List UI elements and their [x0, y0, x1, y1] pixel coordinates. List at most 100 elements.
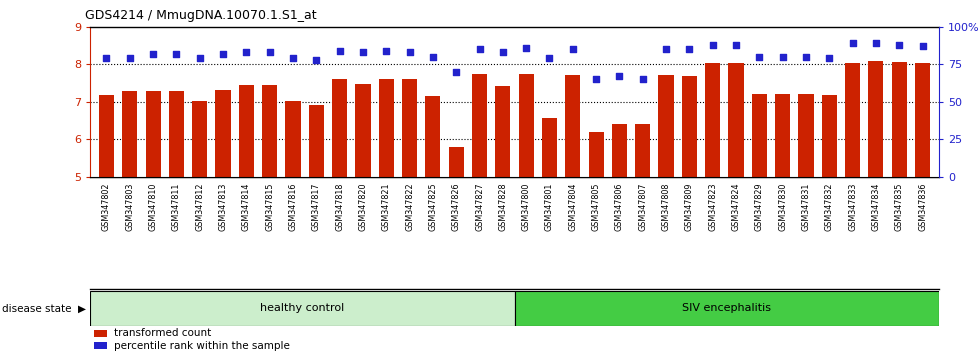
Text: GSM347828: GSM347828: [499, 183, 508, 231]
Text: GSM347809: GSM347809: [685, 183, 694, 231]
Bar: [752, 94, 767, 177]
Point: [425, 54, 441, 59]
Point: [612, 73, 627, 79]
Point: [262, 49, 277, 55]
Bar: [285, 101, 301, 177]
Text: GSM347800: GSM347800: [521, 183, 530, 231]
Text: GSM347832: GSM347832: [825, 183, 834, 231]
Text: GSM347821: GSM347821: [382, 183, 391, 231]
Bar: [332, 79, 347, 177]
Point: [285, 55, 301, 61]
Text: GSM347827: GSM347827: [475, 183, 484, 231]
Bar: [915, 63, 930, 177]
Bar: [402, 79, 417, 177]
Point: [145, 51, 161, 57]
Text: GSM347836: GSM347836: [918, 183, 927, 231]
Point: [914, 43, 930, 49]
Text: GSM347830: GSM347830: [778, 183, 787, 231]
Bar: [705, 63, 720, 177]
Point: [402, 49, 417, 55]
Bar: [99, 95, 114, 177]
Bar: [262, 85, 277, 177]
Point: [845, 40, 860, 46]
Bar: [845, 63, 860, 177]
Text: GSM347825: GSM347825: [428, 183, 437, 231]
Point: [821, 55, 837, 61]
Point: [752, 54, 767, 59]
Bar: [356, 84, 370, 177]
Bar: [612, 124, 627, 177]
Text: disease state  ▶: disease state ▶: [2, 303, 86, 313]
Point: [588, 76, 604, 82]
Text: GSM347804: GSM347804: [568, 183, 577, 231]
Point: [309, 57, 324, 62]
Point: [564, 46, 580, 52]
Bar: [821, 95, 837, 177]
Bar: [868, 61, 883, 177]
Bar: [192, 101, 208, 177]
Text: GSM347823: GSM347823: [709, 183, 717, 231]
Text: GSM347813: GSM347813: [219, 183, 227, 231]
Point: [122, 55, 137, 61]
Bar: [146, 91, 161, 177]
Bar: [565, 75, 580, 177]
Text: GSM347811: GSM347811: [172, 183, 181, 231]
Bar: [728, 63, 744, 177]
Bar: [495, 86, 511, 177]
Text: GSM347816: GSM347816: [288, 183, 298, 231]
Text: transformed count: transformed count: [114, 328, 211, 338]
Bar: [542, 118, 557, 177]
Bar: [449, 147, 464, 177]
Point: [542, 55, 558, 61]
Bar: [635, 124, 651, 177]
Point: [169, 51, 184, 57]
Point: [495, 49, 511, 55]
Text: GSM347824: GSM347824: [731, 183, 741, 231]
Bar: [378, 79, 394, 177]
Text: SIV encephalitis: SIV encephalitis: [682, 303, 771, 313]
Bar: [472, 74, 487, 177]
Text: GSM347822: GSM347822: [405, 183, 415, 231]
Text: GDS4214 / MmugDNA.10070.1.S1_at: GDS4214 / MmugDNA.10070.1.S1_at: [85, 9, 317, 22]
Text: GSM347802: GSM347802: [102, 183, 111, 231]
Text: GSM347803: GSM347803: [125, 183, 134, 231]
Point: [216, 51, 231, 57]
Point: [449, 69, 465, 75]
Point: [471, 46, 487, 52]
Bar: [122, 91, 137, 177]
Bar: [216, 90, 230, 177]
Point: [681, 46, 697, 52]
Text: GSM347807: GSM347807: [638, 183, 647, 231]
Text: GSM347812: GSM347812: [195, 183, 204, 231]
Bar: [309, 105, 324, 177]
Bar: [799, 93, 813, 177]
Point: [775, 54, 791, 59]
Text: GSM347818: GSM347818: [335, 183, 344, 231]
Bar: [682, 76, 697, 177]
Point: [798, 54, 813, 59]
Text: GSM347831: GSM347831: [802, 183, 810, 231]
Bar: [659, 75, 673, 177]
Text: GSM347801: GSM347801: [545, 183, 554, 231]
Point: [659, 46, 674, 52]
Point: [332, 48, 348, 53]
Text: GSM347815: GSM347815: [266, 183, 274, 231]
Text: GSM347806: GSM347806: [614, 183, 624, 231]
Text: GSM347808: GSM347808: [662, 183, 670, 231]
Bar: [239, 85, 254, 177]
Bar: [90, 291, 514, 326]
Bar: [425, 96, 440, 177]
Bar: [514, 291, 939, 326]
Text: GSM347826: GSM347826: [452, 183, 461, 231]
Point: [355, 49, 370, 55]
Point: [635, 76, 651, 82]
Text: GSM347817: GSM347817: [312, 183, 320, 231]
Text: GSM347810: GSM347810: [149, 183, 158, 231]
Text: GSM347833: GSM347833: [848, 183, 858, 231]
Point: [518, 45, 534, 51]
Point: [892, 42, 907, 47]
Point: [238, 49, 254, 55]
Point: [192, 55, 208, 61]
Point: [728, 42, 744, 47]
Text: percentile rank within the sample: percentile rank within the sample: [114, 341, 290, 351]
